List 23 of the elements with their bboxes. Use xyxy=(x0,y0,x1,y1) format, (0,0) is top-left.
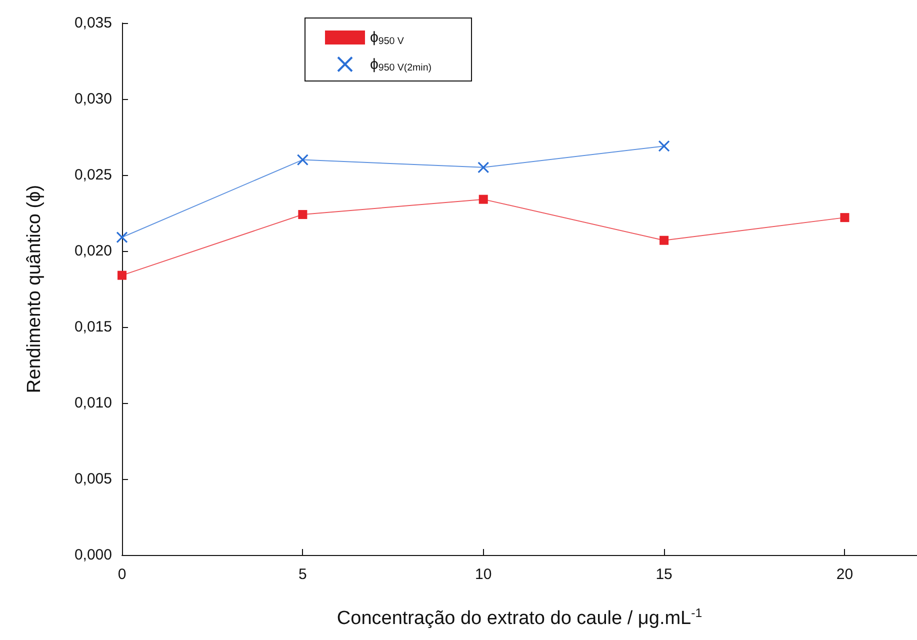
point xyxy=(296,154,308,166)
y-tick-label: 0,000 xyxy=(74,546,112,564)
point xyxy=(298,210,308,220)
x-tick-label: 10 xyxy=(475,566,492,583)
y-tick-label: 0,025 xyxy=(74,166,112,184)
x-tick-label: 20 xyxy=(836,566,854,583)
y-tick-label: 0,030 xyxy=(74,90,112,108)
y-tick-label: 0,005 xyxy=(74,470,112,488)
x-tick-label: 15 xyxy=(656,566,672,583)
point xyxy=(478,162,490,174)
y-tick-label: 0,035 xyxy=(74,14,112,32)
point xyxy=(658,140,670,152)
y-axis-title: Rendimento quântico (ϕ) xyxy=(24,184,45,394)
point xyxy=(478,194,488,204)
point xyxy=(660,236,669,245)
x-tick-label: 5 xyxy=(298,566,307,583)
y-tick-label: 0,010 xyxy=(74,394,112,412)
x-tick-label: 0 xyxy=(118,566,126,583)
point xyxy=(116,232,128,244)
point xyxy=(840,213,850,222)
point xyxy=(118,270,126,280)
y-tick-label: 0,015 xyxy=(74,318,112,336)
y-tick-label: 0,020 xyxy=(74,242,112,260)
